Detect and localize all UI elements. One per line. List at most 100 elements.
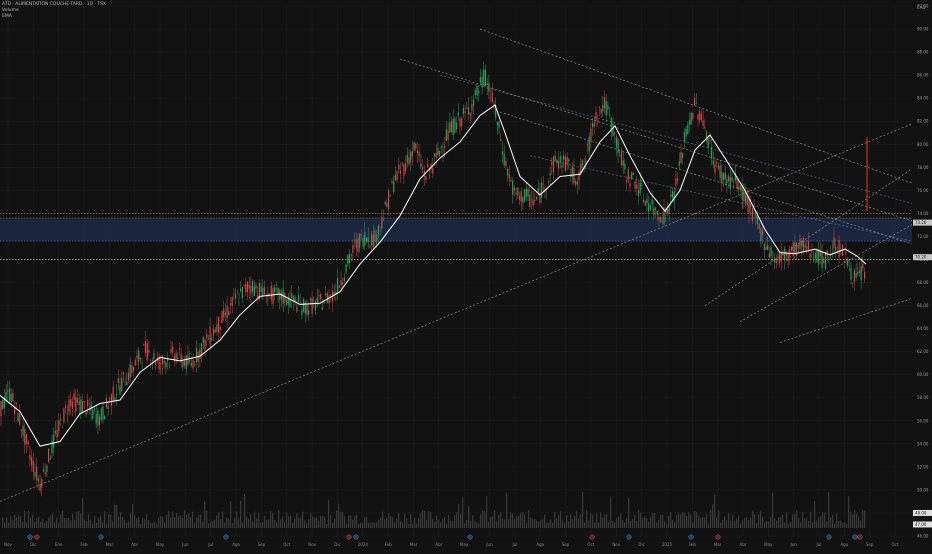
- volume-bar: [336, 510, 338, 528]
- volume-bar: [96, 522, 98, 528]
- volume-bar: [782, 514, 784, 528]
- trend-line: [439, 74, 932, 210]
- volume-bar: [88, 514, 90, 528]
- candle-body: [325, 293, 327, 296]
- candle-body: [12, 393, 14, 401]
- x-tick-label: Abr: [739, 542, 746, 547]
- candle-body: [510, 180, 512, 182]
- volume-bar: [194, 523, 196, 528]
- volume-bar: [268, 519, 270, 528]
- candle-body: [666, 208, 668, 213]
- volume-bar: [316, 517, 318, 528]
- event-marker[interactable]: [852, 534, 858, 540]
- event-marker[interactable]: [98, 534, 104, 540]
- candle-body: [202, 337, 204, 344]
- price-marker: [913, 521, 932, 528]
- x-tick-label: Nov: [612, 542, 620, 547]
- volume-bar: [638, 510, 640, 528]
- candle-body: [303, 298, 305, 312]
- volume-bar: [152, 522, 154, 528]
- candle-body: [821, 251, 823, 268]
- y-tick-label: 60.00: [917, 372, 929, 377]
- volume-bar: [512, 513, 514, 528]
- candle-body: [568, 159, 570, 162]
- candle-body: [683, 132, 685, 142]
- candle-body: [539, 192, 541, 203]
- event-marker[interactable]: [688, 534, 694, 540]
- volume-bar: [824, 512, 826, 528]
- event-marker[interactable]: [715, 534, 721, 540]
- volume-bar: [406, 518, 408, 528]
- volume-bar: [574, 515, 576, 528]
- trend-line: [704, 155, 932, 306]
- volume-bar: [116, 504, 118, 528]
- candle-body: [243, 284, 245, 286]
- volume-bar: [436, 515, 438, 528]
- candle-body: [445, 129, 447, 141]
- volume-bar: [192, 511, 194, 528]
- candle-body: [505, 160, 507, 166]
- candle-body: [549, 173, 551, 176]
- candle-body: [831, 248, 833, 250]
- candle-body: [75, 397, 77, 412]
- candle-body: [258, 282, 260, 300]
- volume-bar: [64, 517, 66, 528]
- candle-body: [95, 413, 97, 424]
- event-marker[interactable]: [27, 534, 33, 540]
- event-marker[interactable]: [467, 534, 473, 540]
- volume-bar: [302, 511, 304, 528]
- volume-bar: [400, 521, 402, 528]
- candle-body: [165, 362, 167, 368]
- volume-bar: [848, 496, 850, 528]
- event-marker[interactable]: [34, 534, 40, 540]
- event-marker[interactable]: [826, 534, 832, 540]
- candle-body: [450, 120, 453, 133]
- candle-body: [576, 181, 578, 185]
- event-marker[interactable]: [626, 534, 632, 540]
- volume-bar: [832, 514, 834, 528]
- volume-bar: [36, 517, 38, 528]
- candle-body: [588, 136, 590, 152]
- event-marker[interactable]: [589, 534, 595, 540]
- volume-bar: [576, 511, 578, 528]
- volume-bar: [794, 513, 796, 528]
- candle-body: [581, 160, 583, 166]
- volume-bar: [114, 503, 116, 528]
- volume-bar: [796, 510, 798, 528]
- event-marker[interactable]: [857, 534, 863, 540]
- candle-body: [649, 205, 651, 210]
- candle-body: [447, 130, 449, 141]
- volume-bar: [246, 516, 248, 528]
- event-marker[interactable]: [346, 534, 352, 540]
- axes: 92.00 90.00 88.00 86.00 84.00 82.00 80.00 78.00…: [4, 0, 932, 550]
- x-tick-label: Sep: [866, 542, 874, 547]
- candle-body: [177, 358, 179, 359]
- candle-body: [133, 367, 135, 371]
- candle-body: [794, 242, 796, 254]
- event-marker[interactable]: [223, 534, 229, 540]
- candle-body: [107, 405, 109, 409]
- candle-body: [78, 401, 80, 406]
- volume-bar: [688, 512, 690, 528]
- y-tick-label: 72.00: [917, 234, 929, 239]
- volume-bar: [14, 514, 16, 528]
- volume-bar: [854, 510, 856, 528]
- candle-body: [773, 258, 776, 262]
- volume-bar: [248, 519, 250, 528]
- event-markers[interactable]: [27, 534, 863, 540]
- volume-bar: [92, 523, 94, 528]
- volume-bar: [394, 522, 396, 528]
- candle-body: [775, 258, 777, 264]
- candle-body: [653, 208, 655, 216]
- volume-bar: [338, 503, 340, 528]
- event-marker[interactable]: [353, 534, 359, 540]
- volume-bar: [260, 522, 262, 528]
- volume-bar: [74, 520, 76, 528]
- volume-bar: [778, 517, 780, 528]
- volume-bar: [22, 521, 24, 528]
- volume-bar: [698, 515, 700, 528]
- volume-bar: [448, 515, 450, 528]
- candle-body: [462, 108, 464, 115]
